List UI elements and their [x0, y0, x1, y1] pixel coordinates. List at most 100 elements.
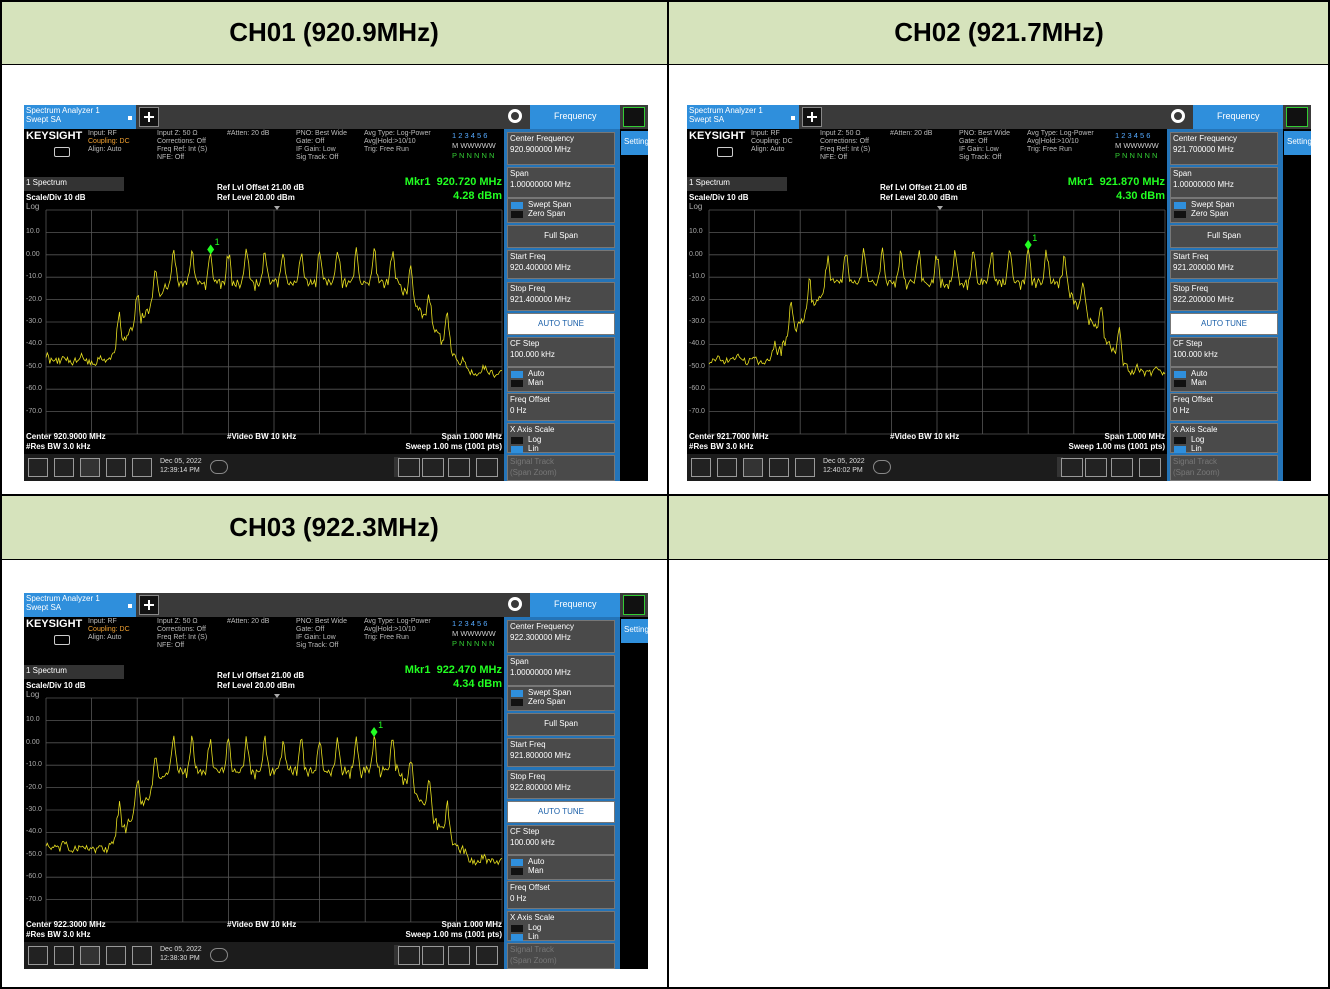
softkey-value: 1.00000000 MHz: [510, 669, 571, 678]
add-button: [139, 107, 159, 127]
status-text: Align: Auto: [88, 146, 121, 154]
softkey: CF Step100.000 kHz: [1170, 337, 1278, 367]
y-label: -60.0: [689, 385, 705, 393]
marker-readout: Mkr1 921.870 MHz: [1068, 176, 1165, 188]
softkey: Span1.00000000 MHz: [507, 655, 615, 686]
ref-pointer: [274, 206, 280, 210]
softkey-button: AUTO TUNE: [508, 802, 614, 822]
taskbar-date: Dec 05, 2022: [823, 458, 865, 466]
marker-readout: Mkr1 922.470 MHz: [405, 664, 502, 676]
status-text: #Atten: 20 dB: [890, 130, 932, 138]
status-text: Input: RF: [751, 130, 780, 138]
softkey-value: 100.000 kHz: [510, 839, 555, 848]
status-text: Sig Track: Off: [959, 154, 1001, 162]
status-text: Corrections: Off: [157, 626, 206, 634]
ref-pointer: [274, 694, 280, 698]
status-text: Trig: Free Run: [1027, 146, 1072, 154]
status-text: Freq Ref: Int (S): [157, 634, 207, 642]
softkey: Freq Offset0 Hz: [1170, 393, 1278, 421]
y-label: -70.0: [26, 896, 42, 904]
y-label: 10.0: [689, 228, 703, 236]
dropdown-arrow: [128, 604, 132, 608]
status-text: Corrections: Off: [820, 138, 869, 146]
taskbar-icon: [1111, 458, 1133, 477]
trace-status: M WWWWW: [452, 142, 496, 150]
spectrum-select: 1 Spectrum: [687, 177, 787, 191]
taskbar-time: 12:38:30 PM: [160, 955, 200, 963]
y-label: -50.0: [26, 363, 42, 371]
y-label: 0.00: [26, 739, 40, 747]
status-text: Input Z: 50 Ω: [157, 618, 198, 626]
taskbar-icon: [717, 458, 737, 477]
softkey-title: Freq Offset: [510, 396, 550, 405]
ref-offset: Ref Lvl Offset 21.00 dB: [217, 672, 304, 681]
taskbar-time: 12:39:14 PM: [160, 467, 200, 475]
sweep: Sweep 1.00 ms (1001 pts): [406, 931, 503, 940]
center-freq: Center 921.7000 MHz: [689, 433, 769, 442]
y-label: -70.0: [26, 408, 42, 416]
frequency-tab: Frequency: [530, 593, 620, 617]
status-text: NFE: Off: [157, 642, 184, 650]
softkey-value: 0 Hz: [510, 895, 526, 904]
marker-diamond: [1025, 240, 1032, 250]
brand: KEYSIGHT: [689, 130, 745, 142]
softkey-value: 921.200000 MHz: [1173, 264, 1234, 273]
trace-status: P N N N N N: [452, 640, 494, 648]
status-text: PNO: Best Wide: [296, 618, 347, 626]
y-label: -40.0: [689, 340, 705, 348]
ref-pointer: [937, 206, 943, 210]
y-label: -20.0: [689, 296, 705, 304]
option-indicator: [511, 868, 523, 875]
trace-status: M WWWWW: [1115, 142, 1159, 150]
status-text: Trig: Free Run: [364, 634, 409, 642]
y-label: -60.0: [26, 385, 42, 393]
taskbar-icon: [106, 946, 126, 965]
y-label: -30.0: [26, 318, 42, 326]
taskbar-icon: [54, 946, 74, 965]
plus-v: [811, 112, 813, 122]
ref-offset: Ref Lvl Offset 21.00 dB: [217, 184, 304, 193]
softkey: Center Frequency 922.300000 MHz: [507, 620, 615, 653]
option-indicator: [1174, 211, 1186, 218]
taskbar-date: Dec 05, 2022: [160, 458, 202, 466]
settings-tab: Settings: [1284, 131, 1311, 155]
softkey: CF Step100.000 kHz: [507, 337, 615, 367]
settings-tab: Settings: [621, 619, 648, 643]
status-text: Avg|Hold:>10/10: [364, 138, 416, 146]
option-indicator: [511, 925, 523, 932]
softkey-value: 922.300000 MHz: [510, 634, 571, 643]
option-indicator: [1174, 371, 1186, 378]
softkey-option: Lin: [528, 445, 539, 454]
y-label: 0.00: [689, 251, 703, 259]
softkey-option: Zero Span: [528, 210, 565, 219]
taskbar-time: 12:40:02 PM: [823, 467, 863, 475]
brand: KEYSIGHT: [26, 130, 82, 142]
page: CH01 (920.9MHz) CH02 (921.7MHz) CH03 (92…: [0, 0, 1330, 989]
trace-status: P N N N N N: [1115, 152, 1157, 160]
option-indicator: [1174, 437, 1186, 444]
span: Span 1.000 MHz: [442, 921, 502, 930]
marker-value: 4.28 dBm: [453, 190, 502, 202]
status-text: Align: Auto: [751, 146, 784, 154]
softkey: Center Frequency920.900000 MHz: [507, 132, 615, 165]
softkey: Stop Freq 922.200000 MHz: [1170, 282, 1278, 311]
softkey: Start Freq921.800000 MHz: [507, 738, 615, 767]
softkey-value: 922.200000 MHz: [1173, 296, 1234, 305]
status-text: Input Z: 50 Ω: [820, 130, 861, 138]
softkey-value: 1.00000000 MHz: [510, 181, 571, 190]
softkey-button: Full Span: [1171, 226, 1277, 247]
softkey-value: 921.800000 MHz: [510, 752, 571, 761]
spectrum-select: 1 Spectrum: [24, 177, 124, 191]
taskbar-icon: [80, 946, 100, 965]
softkey-title: Stop Freq: [1173, 285, 1208, 294]
option-indicator: [511, 859, 523, 866]
softkey-title: CF Step: [510, 828, 539, 837]
ref-level: Ref Level 20.00 dBm: [217, 194, 295, 203]
softkey-title: Center Frequency: [510, 623, 574, 632]
softkey: Stop Freq922.800000 MHz: [507, 770, 615, 799]
softkey-option: Lin: [1191, 445, 1202, 454]
trace-status: 1 2 3 4 5 6: [452, 132, 487, 140]
